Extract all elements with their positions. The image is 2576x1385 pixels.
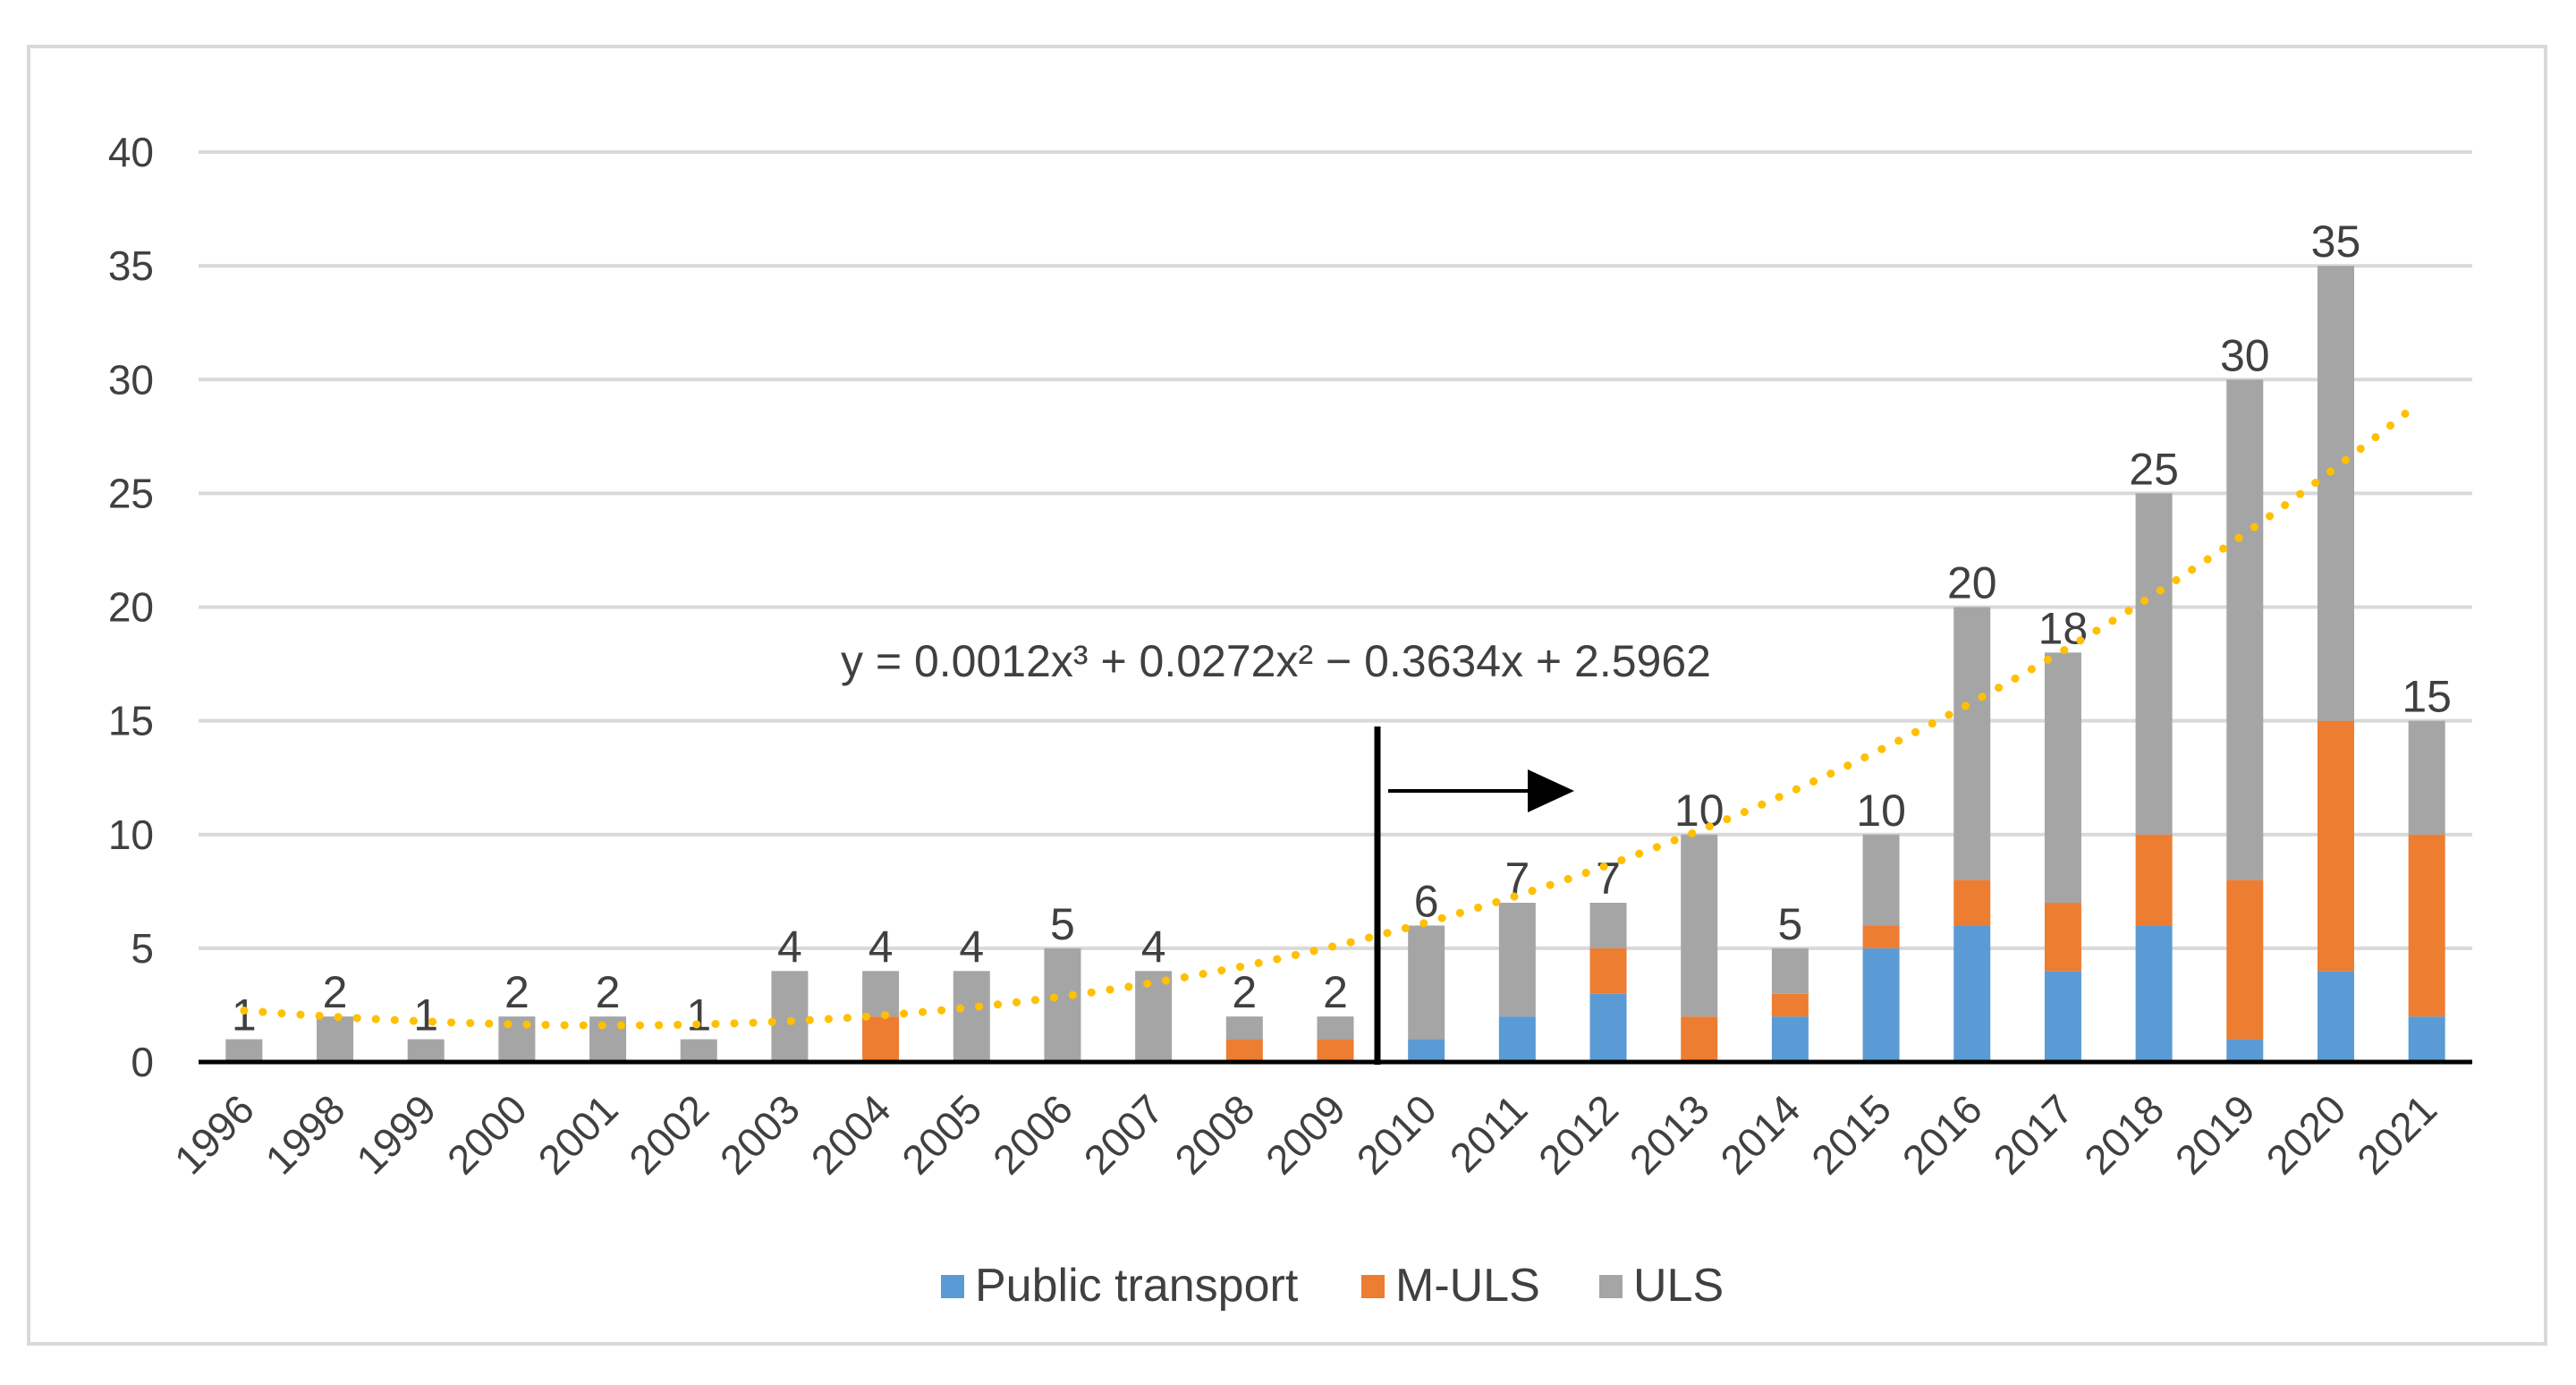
legend-swatch	[941, 1275, 964, 1298]
data-label: 1	[232, 990, 257, 1041]
bar-segment	[317, 1016, 354, 1062]
bar-segment	[2226, 379, 2264, 880]
gridlines	[199, 150, 2472, 950]
data-label: 2	[1232, 967, 1257, 1017]
bar-segment	[1953, 607, 1991, 880]
y-tick-label: 0	[131, 1039, 154, 1085]
data-label: 7	[1596, 854, 1621, 904]
data-label: 20	[1947, 558, 1997, 608]
data-label: 10	[1674, 786, 1724, 836]
bar-segment	[1589, 993, 1627, 1062]
bar-segment	[862, 1016, 900, 1062]
bars	[225, 266, 2445, 1062]
bar-segment	[1862, 947, 1900, 1062]
y-axis-ticks: 0 5 10 15 20 25 30 35 40	[108, 129, 154, 1085]
bar-segment	[2135, 493, 2173, 835]
bar-segment	[1498, 903, 1536, 1017]
bar-segment	[1953, 925, 1991, 1062]
data-label: 15	[2402, 672, 2452, 722]
bar-segment	[680, 1039, 717, 1062]
y-tick-label: 40	[108, 129, 154, 175]
bar-segment	[1408, 1039, 1445, 1062]
data-label: 18	[2038, 603, 2089, 653]
y-tick-label: 5	[131, 925, 154, 972]
bar-segment	[2317, 266, 2354, 721]
legend: Public transport M-ULS ULS	[941, 1260, 1724, 1312]
bar-segment	[1589, 903, 1627, 948]
bar-segment	[1862, 834, 1900, 926]
bar-segment	[1953, 879, 1991, 926]
data-label: 2	[596, 967, 621, 1017]
legend-swatch	[1599, 1275, 1623, 1298]
trendline	[240, 399, 2422, 1030]
bar-segment	[2044, 652, 2081, 904]
data-label: 10	[1856, 786, 1906, 836]
bar-segment	[2044, 903, 2081, 972]
bar-segment	[1771, 947, 1809, 994]
data-label: 6	[1414, 876, 1439, 926]
legend-label: M-ULS	[1395, 1260, 1540, 1312]
data-label: 1	[413, 990, 438, 1041]
data-label: 5	[1777, 899, 1802, 949]
bar-segment	[2317, 720, 2354, 972]
bar-segment	[1771, 1016, 1809, 1062]
data-label: 4	[1141, 922, 1166, 972]
bar-segment	[2135, 925, 2173, 1062]
data-label: 5	[1050, 899, 1075, 949]
bar-segment	[862, 971, 900, 1017]
bar-segment	[771, 971, 809, 1062]
data-label: 25	[2129, 444, 2179, 494]
bar-segment	[1771, 993, 1809, 1017]
bar-segment	[1862, 925, 1900, 948]
data-label: 1	[686, 990, 711, 1041]
period-marker	[1374, 726, 1574, 1065]
bar-segment	[1681, 834, 1718, 1017]
data-label: 30	[2220, 330, 2270, 380]
y-tick-label: 20	[108, 584, 154, 631]
bar-segment	[2226, 1039, 2264, 1062]
data-label: 2	[1323, 967, 1348, 1017]
trendline-equation: y = 0.0012x³ + 0.0272x² − 0.3634x + 2.59…	[841, 636, 1711, 686]
bar-segment	[2044, 971, 2081, 1062]
bar-segment	[2408, 720, 2445, 835]
y-tick-label: 30	[108, 356, 154, 403]
bar-segment	[953, 971, 990, 1062]
bar-segment	[1225, 1039, 1263, 1062]
legend-swatch	[1361, 1275, 1385, 1298]
chart-border	[27, 45, 2547, 1346]
bar-segment	[1498, 1016, 1536, 1062]
bar-segment	[2408, 834, 2445, 1017]
data-label: 2	[504, 967, 530, 1017]
bar-segment	[2408, 1016, 2445, 1062]
data-label: 2	[323, 967, 348, 1017]
y-tick-label: 10	[108, 811, 154, 858]
legend-label: Public transport	[975, 1260, 1299, 1312]
bar-segment	[407, 1039, 445, 1062]
bar-segment	[2317, 971, 2354, 1062]
bar-segment	[1408, 925, 1445, 1040]
period-arrow-head-icon	[1528, 769, 1574, 812]
data-label: 4	[959, 922, 984, 972]
bar-segment	[1225, 1016, 1263, 1040]
bar-segment	[1681, 1016, 1718, 1062]
y-tick-label: 15	[108, 698, 154, 744]
bar-segment	[1317, 1039, 1354, 1062]
bar-segment	[225, 1039, 263, 1062]
bar-segment	[1589, 947, 1627, 994]
bar-segment	[1317, 1016, 1354, 1040]
data-label: 4	[777, 922, 802, 972]
y-tick-label: 35	[108, 242, 154, 289]
bar-segment	[2135, 834, 2173, 926]
bar-segment	[1135, 971, 1173, 1062]
legend-label: ULS	[1633, 1260, 1724, 1312]
data-label: 35	[2311, 217, 2361, 267]
y-tick-label: 25	[108, 470, 154, 516]
bar-segment	[1044, 947, 1081, 1062]
bar-segment	[2226, 879, 2264, 1040]
data-label: 4	[869, 922, 894, 972]
